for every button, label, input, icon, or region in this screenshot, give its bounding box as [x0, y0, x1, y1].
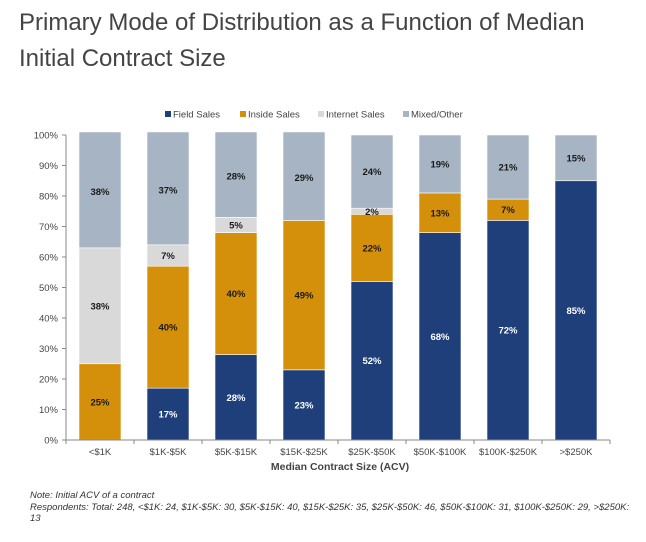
x-tick-label: <$1K [89, 447, 112, 458]
x-tick-label: $1K-$5K [150, 447, 188, 458]
bar-segment [418, 134, 462, 194]
legend-label: Internet Sales [326, 110, 385, 121]
data-label: 22% [362, 243, 382, 254]
bar-segment [282, 369, 326, 441]
legend-swatch [318, 111, 324, 117]
bar-segment [350, 134, 394, 209]
legend-label: Inside Sales [248, 110, 300, 121]
bar-segment [554, 180, 598, 441]
data-label: 15% [566, 153, 586, 164]
data-label: 21% [498, 163, 518, 174]
bar-segment [214, 131, 258, 218]
data-label: 37% [158, 185, 178, 196]
x-tick-label: $100K-$250K [479, 447, 538, 458]
stacked-bar-chart: Field Sales Inside Sales Internet Sales Mix… [34, 110, 611, 473]
bar-segment [78, 247, 122, 365]
bar-segment [486, 134, 530, 200]
x-tick-label: $5K-$15K [215, 447, 258, 458]
y-tick-label: 100% [34, 131, 59, 142]
legend-swatch [240, 111, 246, 117]
data-label: 28% [226, 172, 246, 183]
data-label: 38% [90, 187, 110, 198]
data-label: 23% [294, 400, 314, 411]
data-label: 72% [498, 326, 518, 337]
x-tick-label: $50K-$100K [414, 447, 467, 458]
bar-segment [350, 281, 394, 441]
bar-segment [418, 232, 462, 441]
bar-segment [78, 363, 122, 441]
bar-segment [418, 192, 462, 233]
data-label: 19% [430, 159, 450, 170]
bar-segment [350, 214, 394, 282]
data-label: 7% [501, 205, 515, 216]
x-tick-label: $15K-$25K [280, 447, 328, 458]
y-tick-label: 80% [39, 192, 59, 203]
y-tick-label: 20% [39, 375, 59, 386]
data-label: 17% [158, 410, 178, 421]
x-tick-label: $25K-$50K [348, 447, 396, 458]
data-label: 28% [226, 393, 246, 404]
data-label: 40% [226, 289, 246, 300]
data-label: 38% [90, 301, 110, 312]
bar-segment [146, 265, 190, 389]
y-tick-label: 30% [39, 344, 59, 355]
y-tick-label: 50% [39, 283, 59, 294]
bar-segment [214, 232, 258, 355]
legend: Field Sales Inside Sales Internet Sales Mix… [165, 110, 463, 121]
data-label: 85% [566, 306, 586, 317]
data-label: 25% [90, 397, 110, 408]
bar-segment [486, 220, 530, 441]
note-text: Note: Initial ACV of a contract [30, 490, 155, 501]
legend-label: Field Sales [173, 110, 220, 121]
bar-segment [146, 131, 190, 246]
x-tick-label: >$250K [559, 447, 593, 458]
chart-note: Note: Initial ACV of a contract Responde… [30, 490, 630, 525]
x-axis-label: Median Contract Size (ACV) [271, 461, 409, 473]
y-axis: 0% 10% 20% 30% 40% 50% 60% 70% 80% 90% 100% [34, 131, 67, 447]
y-tick-label: 90% [39, 161, 59, 172]
y-tick-label: 10% [39, 405, 59, 416]
respondents-text: Respondents: Total: 248, <$1K: 24, $1K-$… [30, 501, 630, 525]
data-label: 68% [430, 332, 450, 343]
y-tick-label: 0% [44, 436, 58, 447]
x-axis: <$1K $1K-$5K $5K-$15K $15K-$25K $25K-$50K $50… [65, 439, 611, 458]
data-label: 29% [294, 173, 314, 184]
data-label: 2% [365, 207, 379, 218]
data-label: 7% [161, 251, 175, 262]
bars: 25% 38% 38% 17% 40% 7% 37% 28% 40% 5% 28% 23% 49% 29%… [78, 131, 598, 441]
legend-swatch [403, 111, 409, 117]
data-label: 5% [229, 220, 243, 231]
data-label: 52% [362, 356, 382, 367]
chart-title: Primary Mode of Distribution as a Functi… [19, 9, 585, 72]
data-label: 40% [158, 323, 178, 334]
data-label: 49% [294, 291, 314, 302]
legend-swatch [165, 111, 171, 117]
y-tick-label: 60% [39, 253, 59, 264]
bar-segment [282, 131, 326, 221]
data-label: 24% [362, 167, 382, 178]
bar-segment [554, 134, 598, 182]
data-label: 13% [430, 208, 450, 219]
y-tick-label: 40% [39, 314, 59, 325]
legend-label: Mixed/Other [411, 110, 463, 121]
bar-segment [282, 220, 326, 371]
bar-segment [78, 131, 122, 249]
y-tick-label: 70% [39, 222, 59, 233]
